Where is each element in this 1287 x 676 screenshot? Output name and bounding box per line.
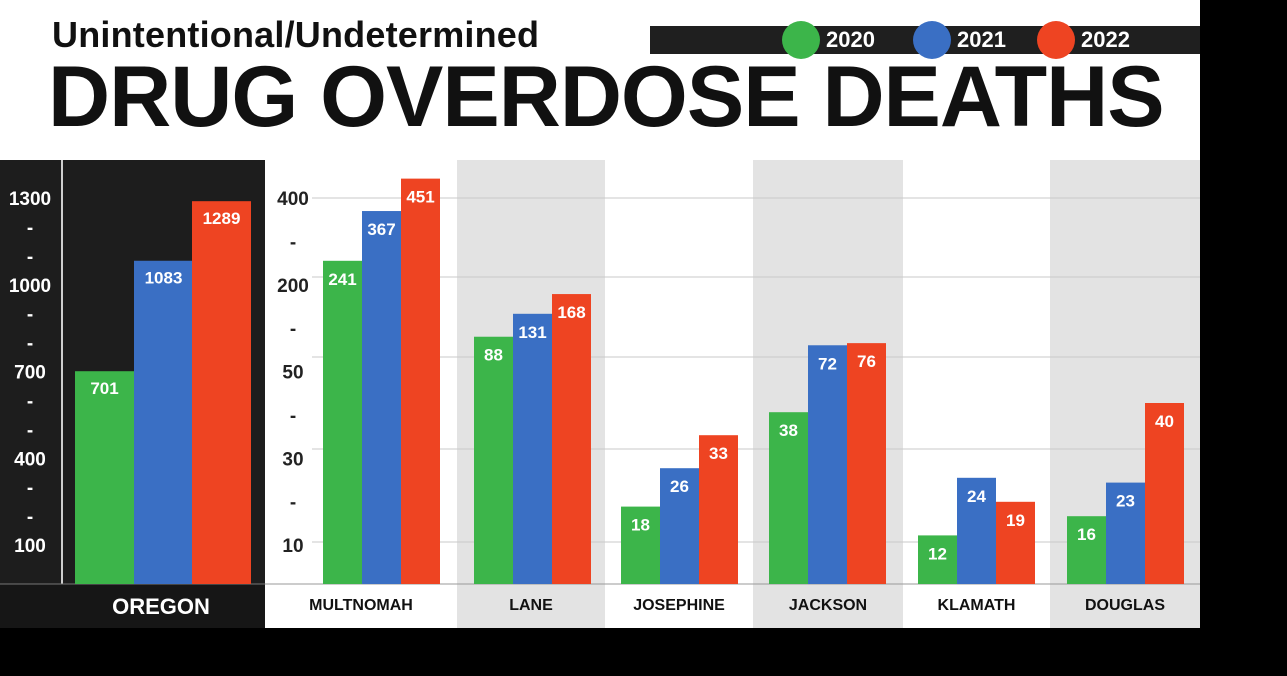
county-y-tick-label: - <box>290 232 296 253</box>
bar-value-label: 19 <box>1006 511 1025 530</box>
oregon-y-tick-label: - <box>27 420 33 441</box>
bar-value-label: 168 <box>557 303 585 322</box>
category-label-douglas: DOUGLAS <box>1085 597 1165 614</box>
chart-subtitle: Unintentional/Undetermined <box>52 14 540 55</box>
bar-value-label: 24 <box>967 487 986 506</box>
oregon-bar-2021 <box>134 260 193 584</box>
bar-jackson-2022 <box>847 343 886 584</box>
bar-value-label: 33 <box>709 444 728 463</box>
county-y-tick-label: 200 <box>277 276 309 297</box>
bar-value-label: 76 <box>857 352 876 371</box>
county-y-tick-label: - <box>290 406 296 427</box>
bar-multnomah-2022 <box>401 178 440 584</box>
bar-value-label: 88 <box>484 346 503 365</box>
bar-chart: 1300 - - 1000 - - 700 - - 400 - - 100 701 1083 1289 OREG… <box>0 160 1200 628</box>
bar-douglas-2021 <box>1106 482 1145 584</box>
bar-lane-2022 <box>552 294 591 584</box>
bar-value-label: 16 <box>1077 525 1096 544</box>
legend-label-2021: 2021 <box>957 27 1006 52</box>
bar-douglas-2022 <box>1145 403 1184 584</box>
oregon-y-tick-label: 1000 <box>9 276 51 297</box>
bar-jackson-2021 <box>808 345 847 584</box>
oregon-y-tick-label: - <box>27 334 33 355</box>
legend-swatch-2020 <box>782 21 820 59</box>
bar-value-label: 38 <box>779 421 798 440</box>
category-label-multnomah: MULTNOMAH <box>309 597 413 614</box>
county-y-tick-label: 10 <box>282 536 303 557</box>
bar-value-label: 367 <box>367 220 395 239</box>
bar-value-label: 451 <box>406 188 434 207</box>
bar-multnomah-2020 <box>323 260 362 584</box>
legend-label-2022: 2022 <box>1081 27 1130 52</box>
bar-value-label: 12 <box>928 544 947 563</box>
bar-klamath-2021 <box>957 477 996 584</box>
oregon-y-tick-label: - <box>27 391 33 412</box>
bar-klamath-2022 <box>996 501 1035 584</box>
oregon-bar-2022 <box>192 201 251 584</box>
legend-item-2021: 2021 <box>913 21 1006 59</box>
bar-jackson-2020 <box>769 412 808 584</box>
bar-value-label: 23 <box>1116 492 1135 511</box>
oregon-category-label: OREGON <box>112 594 210 619</box>
oregon-y-tick-label: 400 <box>14 449 46 470</box>
bar-josephine-2020 <box>621 506 660 584</box>
category-label-lane: LANE <box>509 597 553 614</box>
legend-swatch-2022 <box>1037 21 1075 59</box>
bar-value-label: 26 <box>670 477 689 496</box>
oregon-category-band <box>0 584 265 628</box>
oregon-bar-value-label: 1289 <box>203 209 241 228</box>
oregon-bar-value-label: 1083 <box>145 269 183 288</box>
oregon-y-tick-label: 700 <box>14 363 46 384</box>
legend-item-2020: 2020 <box>782 21 875 59</box>
bar-josephine-2022 <box>699 435 738 584</box>
oregon-y-tick-label: 100 <box>14 536 46 557</box>
oregon-y-tick-label: - <box>27 507 33 528</box>
oregon-bar-2020 <box>75 371 134 584</box>
oregon-y-tick-label: - <box>27 478 33 499</box>
oregon-bar-value-label: 701 <box>90 379 118 398</box>
category-label-jackson: JACKSON <box>789 597 867 614</box>
legend-label-2020: 2020 <box>826 27 875 52</box>
bar-klamath-2020 <box>918 535 957 584</box>
county-y-tick-label: - <box>290 319 296 340</box>
legend: 2020 2021 2022 <box>650 21 1200 59</box>
category-label-klamath: KLAMATH <box>938 597 1016 614</box>
county-y-tick-label: - <box>290 493 296 514</box>
oregon-y-tick-label: 1300 <box>9 189 51 210</box>
county-y-tick-label: 30 <box>282 449 303 470</box>
chart-canvas: Unintentional/Undetermined DRUG OVERDOSE… <box>0 0 1200 628</box>
bar-lane-2021 <box>513 313 552 584</box>
category-label-josephine: JOSEPHINE <box>633 597 725 614</box>
county-y-tick-label: 400 <box>277 189 309 210</box>
bar-josephine-2021 <box>660 468 699 584</box>
oregon-y-tick-label: - <box>27 305 33 326</box>
bar-value-label: 241 <box>328 270 356 289</box>
legend-item-2022: 2022 <box>1037 21 1130 59</box>
county-y-tick-label: 50 <box>282 363 303 384</box>
bar-value-label: 131 <box>518 323 546 342</box>
oregon-y-tick-label: - <box>27 218 33 239</box>
bar-multnomah-2021 <box>362 211 401 584</box>
bar-value-label: 72 <box>818 354 837 373</box>
bar-value-label: 18 <box>631 516 650 535</box>
oregon-y-tick-label: - <box>27 247 33 268</box>
bar-douglas-2020 <box>1067 516 1106 584</box>
bar-value-label: 40 <box>1155 412 1174 431</box>
chart-title: DRUG OVERDOSE DEATHS <box>48 49 1165 145</box>
legend-swatch-2021 <box>913 21 951 59</box>
bar-lane-2020 <box>474 336 513 584</box>
